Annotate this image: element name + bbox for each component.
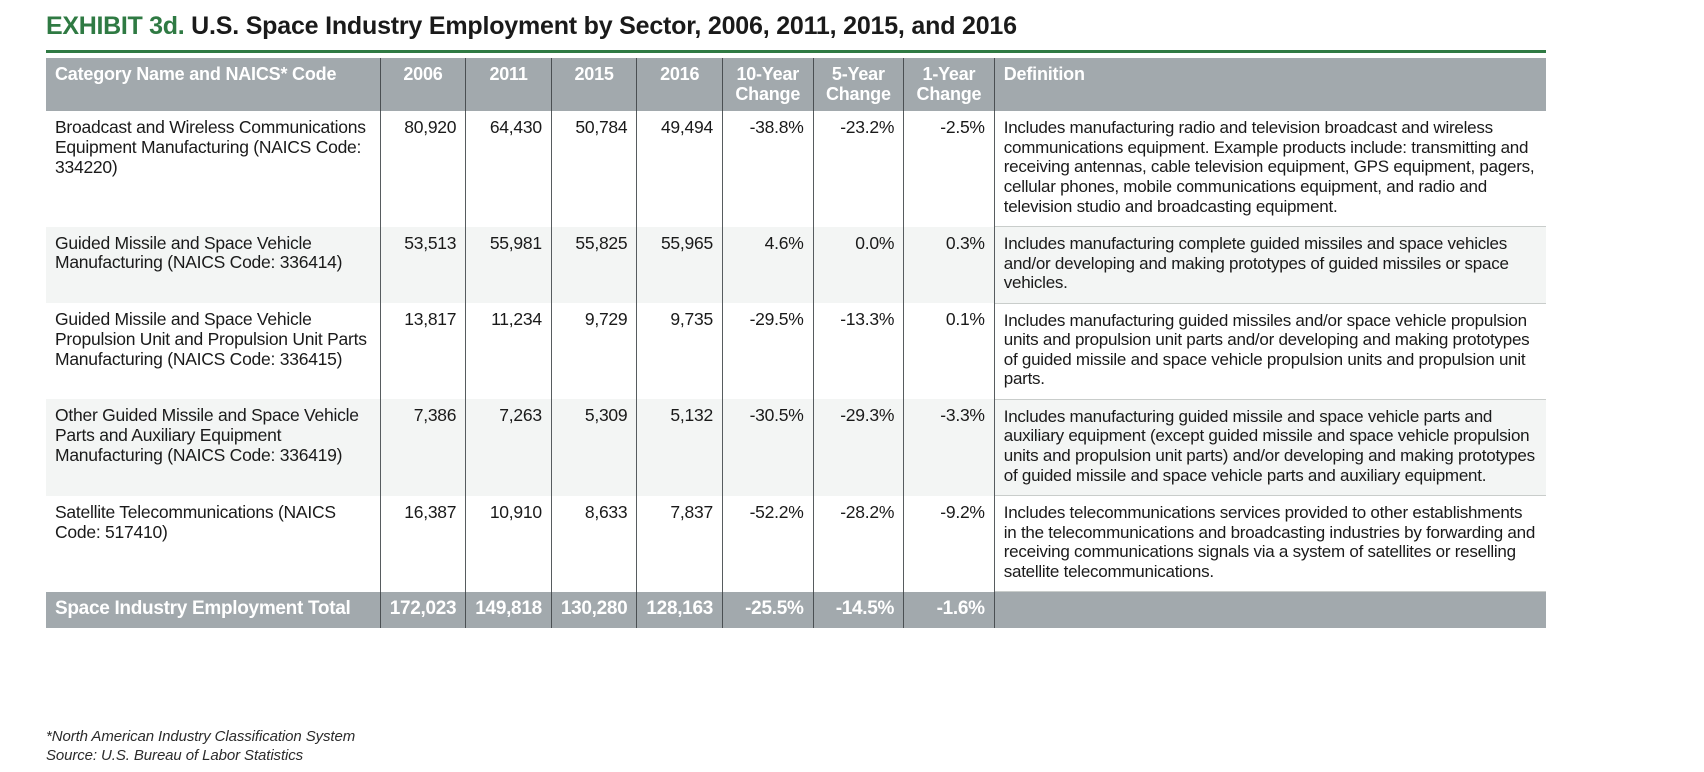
- total-2006: 172,023: [380, 591, 467, 628]
- cell-2006: 7,386: [380, 399, 467, 496]
- header-row: Category Name and NAICS* Code 2006 2011 …: [46, 58, 1546, 112]
- total-2016: 128,163: [636, 591, 723, 628]
- cell-2015: 8,633: [551, 495, 638, 592]
- header-2006: 2006: [380, 58, 467, 112]
- cell-2011: 7,263: [465, 399, 552, 496]
- total-1-year-change: -1.6%: [903, 591, 995, 628]
- cell-10-year-change: -30.5%: [722, 399, 814, 496]
- cell-5-year-change: -28.2%: [813, 495, 905, 592]
- cell-2016: 49,494: [636, 111, 723, 227]
- cell-2011: 64,430: [465, 111, 552, 227]
- cell-5-year-change: 0.0%: [813, 226, 905, 304]
- table-row: Satellite Telecommunications (NAICS Code…: [46, 495, 1546, 593]
- cell-2016: 9,735: [636, 303, 723, 400]
- title-divider: [46, 50, 1546, 53]
- total-label: Space Industry Employment Total: [46, 591, 381, 628]
- table-header: Category Name and NAICS* Code 2006 2011 …: [46, 58, 1546, 112]
- total-definition: [993, 591, 1546, 628]
- cell-1-year-change: 0.3%: [903, 226, 995, 304]
- total-10-year-change: -25.5%: [722, 591, 814, 628]
- footnote-source: Source: U.S. Bureau of Labor Statistics: [46, 747, 304, 765]
- cell-1-year-change: 0.1%: [903, 303, 995, 400]
- header-2015: 2015: [551, 58, 638, 112]
- cell-definition: Includes manufacturing guided missiles a…: [993, 303, 1546, 400]
- cell-1-year-change: -2.5%: [903, 111, 995, 227]
- cell-2016: 7,837: [636, 495, 723, 592]
- total-2011: 149,818: [465, 591, 552, 628]
- footnote-naics: *North American Industry Classification …: [46, 728, 356, 745]
- header-5-year-change: 5-Year Change: [813, 58, 905, 112]
- table-body: Broadcast and Wireless Communications Eq…: [46, 111, 1546, 593]
- cell-2006: 13,817: [380, 303, 467, 400]
- exhibit-title-text: U.S. Space Industry Employment by Sector…: [191, 12, 1017, 40]
- cell-2016: 55,965: [636, 226, 723, 304]
- cell-category: Satellite Telecommunications (NAICS Code…: [46, 495, 381, 592]
- cell-1-year-change: -9.2%: [903, 495, 995, 592]
- header-category: Category Name and NAICS* Code: [46, 58, 381, 112]
- cell-category: Other Guided Missile and Space Vehicle P…: [46, 399, 381, 496]
- cell-2006: 80,920: [380, 111, 467, 227]
- cell-5-year-change: -29.3%: [813, 399, 905, 496]
- cell-2016: 5,132: [636, 399, 723, 496]
- cell-2011: 55,981: [465, 226, 552, 304]
- cell-category: Guided Missile and Space Vehicle Propuls…: [46, 303, 381, 400]
- total-5-year-change: -14.5%: [813, 591, 905, 628]
- total-row: Space Industry Employment Total 172,023 …: [46, 591, 1546, 628]
- header-1-year-change: 1-Year Change: [903, 58, 995, 112]
- cell-definition: Includes manufacturing radio and televis…: [993, 111, 1546, 228]
- cell-category: Broadcast and Wireless Communications Eq…: [46, 111, 381, 227]
- cell-2011: 10,910: [465, 495, 552, 592]
- cell-2006: 53,513: [380, 226, 467, 304]
- cell-2015: 55,825: [551, 226, 638, 304]
- cell-2015: 50,784: [551, 111, 638, 227]
- table-row: Guided Missile and Space Vehicle Manufac…: [46, 226, 1546, 304]
- exhibit-label: EXHIBIT 3d.: [46, 12, 185, 40]
- header-2016: 2016: [636, 58, 723, 112]
- table-row: Broadcast and Wireless Communications Eq…: [46, 111, 1546, 228]
- header-10-year-change: 10-Year Change: [722, 58, 814, 112]
- cell-10-year-change: -29.5%: [722, 303, 814, 400]
- table-row: Guided Missile and Space Vehicle Propuls…: [46, 303, 1546, 400]
- cell-2015: 9,729: [551, 303, 638, 400]
- cell-1-year-change: -3.3%: [903, 399, 995, 496]
- cell-5-year-change: -13.3%: [813, 303, 905, 400]
- table-row: Other Guided Missile and Space Vehicle P…: [46, 399, 1546, 497]
- cell-definition: Includes manufacturing complete guided m…: [993, 226, 1546, 304]
- cell-5-year-change: -23.2%: [813, 111, 905, 227]
- exhibit-table-wrapper: Category Name and NAICS* Code 2006 2011 …: [46, 58, 1546, 628]
- cell-2011: 11,234: [465, 303, 552, 400]
- cell-definition: Includes telecommunications services pro…: [993, 495, 1546, 593]
- cell-2006: 16,387: [380, 495, 467, 592]
- header-2011: 2011: [465, 58, 552, 112]
- total-2015: 130,280: [551, 591, 638, 628]
- cell-definition: Includes manufacturing guided missile an…: [993, 399, 1546, 497]
- footnotes: *North American Industry Classification …: [46, 727, 355, 765]
- header-definition: Definition: [994, 58, 1546, 112]
- cell-10-year-change: -38.8%: [722, 111, 814, 227]
- cell-2015: 5,309: [551, 399, 638, 496]
- cell-10-year-change: -52.2%: [722, 495, 814, 592]
- page-title: EXHIBIT 3d. U.S. Space Industry Employme…: [46, 12, 1546, 41]
- table-total-row: Space Industry Employment Total 172,023 …: [46, 591, 1546, 628]
- cell-10-year-change: 4.6%: [722, 226, 814, 304]
- cell-category: Guided Missile and Space Vehicle Manufac…: [46, 226, 381, 304]
- employment-table: Category Name and NAICS* Code 2006 2011 …: [46, 58, 1546, 628]
